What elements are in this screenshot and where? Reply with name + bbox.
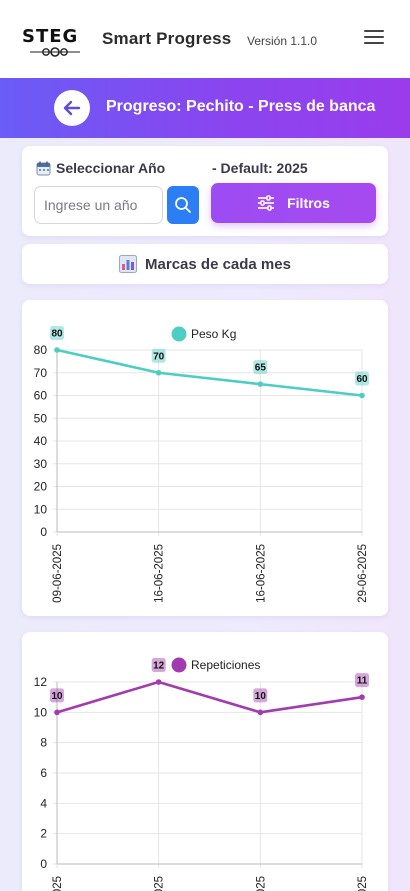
weight-y-tick-label: 30 (34, 457, 48, 471)
reps-data-label: 10 (51, 691, 63, 702)
weight-data-label: 60 (356, 374, 368, 385)
reps-data-point (257, 709, 264, 716)
weight-y-tick-label: 40 (34, 434, 48, 448)
reps-data-label: 10 (255, 691, 267, 702)
reps-chart-card: 02468101209-06-202516-06-202516-06-20252… (22, 632, 388, 891)
reps-y-tick-label: 4 (40, 796, 47, 810)
reps-series-line (56, 680, 363, 714)
weight-x-tick-label: 09-06-2025 (52, 544, 64, 603)
weight-y-tick-label: 60 (34, 389, 48, 403)
page-banner: Progreso: Pechito - Press de banca (0, 78, 410, 138)
reps-x-tick-label: 09-06-2025 (52, 876, 64, 891)
reps-data-label: 11 (357, 676, 368, 687)
weight-x-tick-label: 16-06-2025 (154, 544, 166, 603)
reps-data-label: 12 (153, 661, 165, 672)
weight-legend-swatch (171, 326, 187, 342)
weight-y-tick-label: 20 (34, 480, 48, 494)
reps-y-tick-label: 0 (40, 857, 47, 871)
reps-data-label-bg (253, 688, 268, 703)
year-label: Seleccionar Año (36, 160, 165, 176)
back-button[interactable] (54, 90, 90, 126)
reps-x-tick-label: 29-06-2025 (357, 876, 369, 891)
search-icon (175, 197, 191, 213)
filters-button-label: Filtros (287, 195, 330, 211)
reps-data-point (359, 694, 365, 700)
default-year-label: - Default: 2025 (212, 160, 308, 176)
reps-y-tick-label: 8 (40, 736, 47, 750)
filter-panel: Seleccionar Año - Default: 2025 Filtros (22, 146, 388, 236)
weight-data-label: 70 (153, 351, 165, 362)
weight-data-label-bg (50, 326, 64, 340)
weight-data-point (155, 369, 162, 376)
search-button[interactable] (167, 186, 199, 224)
weight-data-label-bg (355, 371, 369, 386)
app-header: STEG Smart Progress Versión 1.1.0 (0, 0, 410, 78)
app-version: Versión 1.1.0 (247, 34, 318, 48)
weight-y-tick-label: 0 (40, 525, 47, 539)
sliders-icon (258, 195, 275, 211)
weight-data-point (54, 347, 60, 353)
reps-y-tick-label: 12 (34, 675, 48, 689)
calendar-icon (36, 161, 51, 175)
weight-chart: 0 10 20 30 40 50 60 70 80 09-06-2025 16-06-2025 16-… (34, 326, 369, 603)
weight-y-tick-label: 50 (34, 411, 48, 425)
reps-x-tick-label: 16-06-2025 (154, 876, 166, 891)
gear-icon (30, 47, 80, 57)
bar-chart-icon (119, 255, 138, 273)
reps-data-label-bg (50, 688, 64, 703)
filters-button[interactable]: Filtros (211, 183, 376, 223)
reps-data-point (54, 709, 60, 716)
weight-data-label: 80 (51, 329, 63, 340)
app-title: Smart Progress (102, 29, 232, 48)
weight-y-tick-label: 10 (34, 502, 48, 516)
reps-y-tick-label: 10 (34, 705, 48, 719)
weight-data-point (359, 392, 365, 399)
weight-y-tick-label: 70 (34, 366, 48, 380)
logo-text: STEG (22, 26, 79, 47)
weight-data-label-bg (151, 348, 166, 363)
reps-chart: 02468101209-06-202516-06-202516-06-20252… (34, 657, 369, 891)
weight-data-label: 65 (255, 363, 267, 374)
arrow-left-icon (63, 100, 81, 116)
year-input[interactable] (34, 186, 163, 224)
page-title: Progreso: Pechito - Press de banca (106, 98, 376, 115)
weight-series-line (56, 348, 363, 397)
reps-legend-label: Repeticiones (191, 658, 260, 672)
weight-chart-card: 0 10 20 30 40 50 60 70 80 09-06-2025 16-06-2025 16-… (22, 300, 388, 616)
section-title: Marcas de cada mes (145, 255, 291, 273)
reps-y-tick-label: 2 (40, 827, 47, 841)
reps-legend-swatch (171, 657, 187, 673)
reps-data-label-bg (151, 658, 166, 672)
weight-data-point (257, 381, 264, 387)
weight-y-tick-label: 80 (34, 343, 48, 357)
hamburger-menu-icon[interactable] (364, 28, 386, 46)
weight-legend-label: Peso Kg (191, 327, 236, 341)
app-logo: STEG (22, 26, 86, 58)
weight-data-label-bg (253, 360, 268, 375)
weight-x-tick-label: 29-06-2025 (357, 544, 369, 603)
weight-x-tick-label: 16-06-2025 (255, 544, 267, 603)
year-label-text: Seleccionar Año (56, 160, 166, 176)
reps-x-tick-label: 16-06-2025 (255, 876, 267, 891)
section-title-card: Marcas de cada mes (22, 244, 388, 284)
reps-y-tick-label: 6 (40, 766, 47, 780)
reps-data-point (155, 679, 162, 685)
reps-data-label-bg (355, 673, 369, 688)
